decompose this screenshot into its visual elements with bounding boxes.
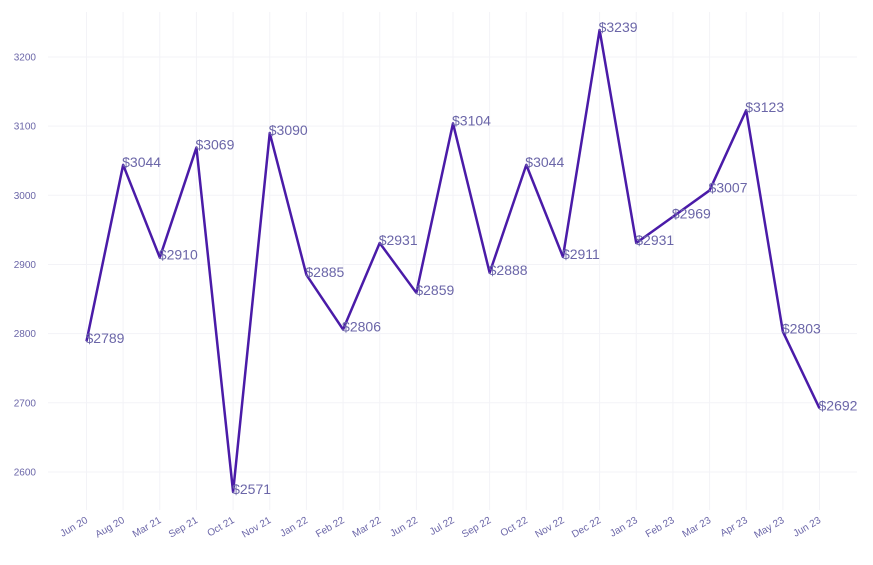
data-labels: $2789 $3044 $2910 $3069 $2571 $3090 $2885 $2806… [86,19,858,497]
x-tick-label: Mar 23 [681,515,714,540]
x-tick-label: Jan 23 [608,515,640,540]
y-tick-label: 3000 [14,191,37,202]
y-tick-label: 2700 [14,398,37,409]
x-tick-label: Feb 22 [314,515,347,540]
x-axis-ticks: Jun 20 Aug 20 Mar 21 Sep 21 Oct 21 Nov 21 Jan … [58,515,823,541]
data-label: $2911 [562,246,600,262]
x-tick-label: Mar 21 [131,515,164,540]
grid [48,12,857,510]
data-label: $2803 [782,321,821,337]
series-line [85,28,821,494]
data-label: $3007 [709,179,748,195]
data-label: $3044 [525,154,564,170]
x-tick-label: Jul 22 [428,515,457,538]
x-tick-label: Mar 22 [351,515,384,540]
x-tick-label: Jan 22 [278,515,310,540]
x-tick-label: Oct 22 [499,515,530,539]
data-label: $2571 [232,481,271,497]
data-label: $2888 [489,262,528,278]
data-label: $2885 [305,264,344,280]
x-tick-label: Aug 20 [94,515,127,541]
x-tick-label: Jun 22 [388,515,420,540]
x-tick-label: Sep 22 [460,515,493,541]
data-label: $2789 [86,330,125,346]
data-label: $3090 [269,122,308,138]
x-tick-label: Nov 22 [534,515,567,541]
y-tick-label: 3200 [14,52,37,63]
y-tick-label: 3100 [14,122,37,133]
data-label: $2859 [415,282,454,298]
data-label: $3104 [452,112,491,128]
y-axis-ticks: 2600 2700 2800 2900 3000 3100 3200 [14,52,37,478]
data-label: $2692 [819,397,858,413]
y-tick-label: 2800 [14,329,37,340]
x-tick-label: Apr 23 [719,515,750,539]
x-tick-label: Oct 21 [206,515,237,539]
x-tick-label: May 23 [752,515,786,541]
data-label: $3044 [122,154,161,170]
x-tick-label: Jun 20 [58,515,90,540]
data-label: $3123 [745,99,784,115]
y-tick-label: 2900 [14,260,37,271]
data-label: $2931 [379,232,418,248]
x-tick-label: Jun 23 [791,515,823,540]
data-label: $3069 [195,137,234,153]
data-label: $2910 [159,247,198,263]
x-tick-label: Sep 21 [167,515,200,541]
x-tick-label: Nov 21 [240,515,273,541]
x-tick-label: Dec 22 [570,515,603,541]
x-tick-label: Feb 23 [644,515,677,540]
data-label: $3239 [599,19,638,35]
data-label: $2806 [342,318,381,334]
data-label: $2931 [635,232,674,248]
y-tick-label: 2600 [14,467,37,478]
data-label: $2969 [672,206,711,222]
